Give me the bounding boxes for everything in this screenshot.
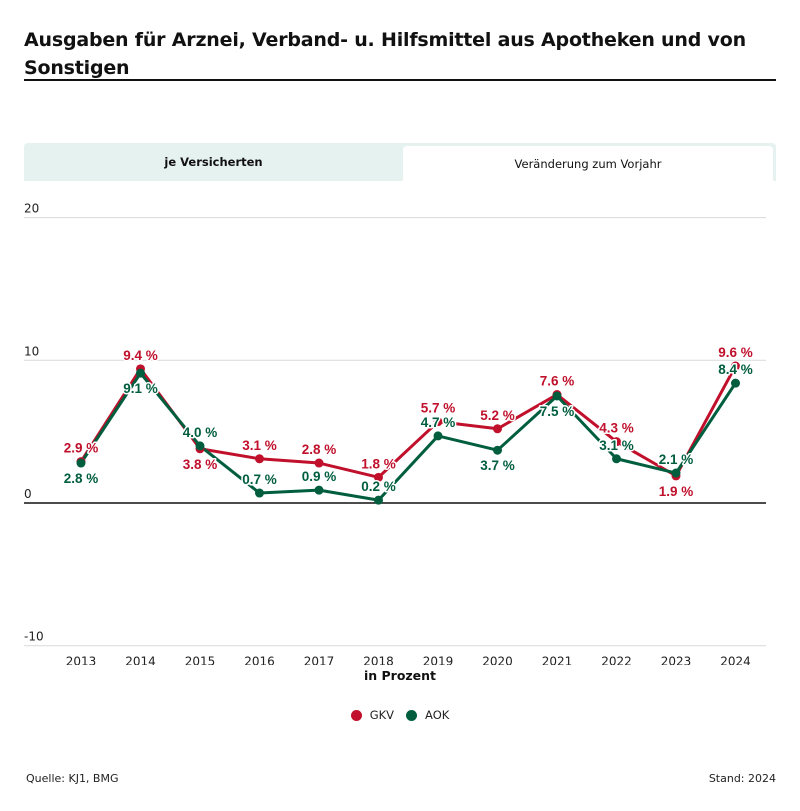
data-label-gkv: 4.3 % xyxy=(599,421,634,436)
marker-layer xyxy=(76,361,740,505)
data-label-gkv: 1.8 % xyxy=(361,456,396,471)
data-label-aok: 8.4 % xyxy=(718,362,753,377)
x-tick-label: 2023 xyxy=(661,655,692,665)
legend-item-gkv[interactable]: GKV xyxy=(350,708,395,722)
data-label-aok: 4.7 % xyxy=(421,415,456,430)
legend: GKV AOK xyxy=(0,708,800,722)
line-chart: 20 10 0 -10 2013 2014 2015 2016 2017 2018 2019 2020… xyxy=(24,202,766,665)
tab-veraenderung-zum-vorjahr[interactable]: Veränderung zum Vorjahr xyxy=(403,146,773,181)
legend-swatch-aok xyxy=(406,709,418,721)
data-label-gkv: 2.8 % xyxy=(302,442,337,457)
data-point-aok xyxy=(314,485,324,495)
data-point-gkv xyxy=(374,472,383,482)
data-label-aok: 0.9 % xyxy=(302,469,337,484)
title-divider xyxy=(24,79,776,81)
data-point-aok xyxy=(433,431,443,441)
data-label-gkv: 5.7 % xyxy=(421,401,456,416)
y-tick-label: 10 xyxy=(24,344,39,358)
data-point-gkv xyxy=(255,454,264,464)
data-point-gkv xyxy=(493,424,502,434)
data-point-aok xyxy=(136,368,145,378)
x-tick-label: 2019 xyxy=(423,655,454,665)
data-label-gkv: 5.2 % xyxy=(480,408,515,423)
stand-note: Stand: 2024 xyxy=(708,772,776,785)
x-tick-label: 2014 xyxy=(125,655,156,665)
data-point-aok xyxy=(671,468,681,478)
legend-label-gkv: GKV xyxy=(369,708,395,722)
data-point-aok xyxy=(493,445,502,455)
data-label-aok: 7.5 % xyxy=(540,404,575,419)
x-tick-label: 2018 xyxy=(363,655,394,665)
x-tick-label: 2022 xyxy=(601,655,632,665)
data-label-aok: 0.7 % xyxy=(242,472,277,487)
y-tick-label: -10 xyxy=(24,630,44,644)
source-note: Quelle: KJ1, BMG xyxy=(26,772,119,785)
tick-layer: 20 10 0 -10 2013 2014 2015 2016 2017 2018 2019 2020… xyxy=(24,202,751,665)
data-label-gkv: 3.1 % xyxy=(242,438,277,453)
data-label-gkv: 2.9 % xyxy=(64,441,99,456)
data-label-aok: 0.2 % xyxy=(361,479,396,494)
data-point-aok xyxy=(76,458,86,468)
data-point-aok xyxy=(255,488,264,498)
legend-item-aok[interactable]: AOK xyxy=(406,708,449,722)
data-label-aok: 9.1 % xyxy=(123,381,158,396)
x-tick-label: 2013 xyxy=(66,655,97,665)
data-label-gkv: 3.8 % xyxy=(183,457,218,472)
legend-swatch-gkv xyxy=(350,709,362,721)
data-label-aok: 3.1 % xyxy=(599,438,634,453)
data-point-gkv xyxy=(612,437,621,447)
x-axis-caption: in Prozent xyxy=(363,668,437,683)
y-tick-label: 20 xyxy=(24,202,39,216)
data-point-aok xyxy=(374,495,383,505)
data-point-gkv xyxy=(314,458,324,468)
data-label-aok: 4.0 % xyxy=(183,425,218,440)
data-label-gkv: 9.4 % xyxy=(123,348,158,363)
data-point-gkv xyxy=(731,361,740,371)
tab-je-versicherten[interactable]: je Versicherten xyxy=(164,155,263,169)
data-point-aok xyxy=(612,454,621,464)
x-tick-label: 2017 xyxy=(304,655,335,665)
data-label-gkv: 9.6 % xyxy=(718,345,753,360)
data-label-gkv: 7.6 % xyxy=(540,374,575,389)
grid-layer xyxy=(24,217,766,647)
data-label-aok: 2.8 % xyxy=(64,471,99,486)
data-label-aok: 3.7 % xyxy=(480,458,515,473)
legend-label-aok: AOK xyxy=(425,708,450,722)
x-tick-label: 2016 xyxy=(244,655,275,665)
x-tick-label: 2015 xyxy=(185,655,216,665)
series-line-aok xyxy=(79,371,737,502)
data-point-aok xyxy=(731,378,740,388)
data-label-gkv: 1.9 % xyxy=(659,484,694,499)
label-layer: 2.9 % 9.4 % 3.8 % 3.1 % 2.8 % 1.8 % 5.7 % 5.2 %… xyxy=(62,344,754,501)
data-point-aok xyxy=(552,391,562,401)
x-tick-label: 2020 xyxy=(482,655,513,665)
line-layer xyxy=(79,364,737,502)
data-label-aok: 2.1 % xyxy=(659,452,694,467)
y-tick-label: 0 xyxy=(24,487,32,501)
x-tick-label: 2021 xyxy=(542,655,573,665)
chart-title: Ausgaben für Arznei, Verband- u. Hilfsmi… xyxy=(24,29,746,79)
view-tabs: je Versicherten Veränderung zum Vorjahr xyxy=(24,143,776,181)
data-point-gkv xyxy=(433,417,443,427)
data-point-aok xyxy=(195,441,205,451)
x-tick-label: 2024 xyxy=(720,655,751,665)
